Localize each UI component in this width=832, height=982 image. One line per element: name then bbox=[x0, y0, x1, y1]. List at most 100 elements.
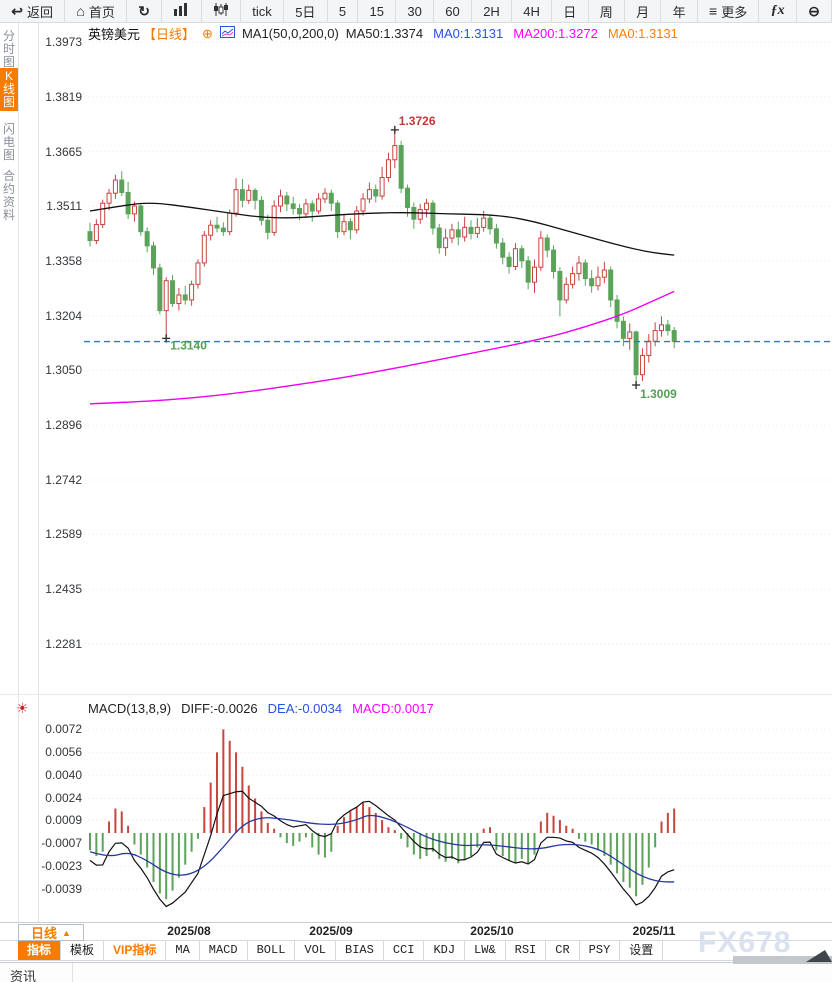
indicator-tab-bar: 指标 模板 VIP指标 MA MACD BOLL VOL BIAS CCI KDJ LW& RSI CR… bbox=[18, 941, 664, 960]
y-axis-tick: -0.0007 bbox=[41, 836, 82, 851]
tab-BOLL[interactable]: BOLL bbox=[248, 941, 296, 960]
y-axis-tick: 0.0072 bbox=[45, 722, 82, 737]
zoomout-icon: ⊖ bbox=[808, 3, 820, 19]
indicator-fx-button[interactable]: ƒx bbox=[759, 0, 797, 22]
macd-settings-icon[interactable]: ☀ bbox=[16, 700, 29, 716]
toolbar-label: 周 bbox=[599, 4, 613, 20]
y-axis-tick: 0.0024 bbox=[45, 791, 82, 806]
ma-value: MA200:1.3272 bbox=[513, 26, 598, 41]
period-4h-button[interactable]: 4H bbox=[512, 0, 553, 22]
sidebar-item-0[interactable]: 分时图 bbox=[2, 29, 15, 69]
mini-chart-icon bbox=[219, 26, 235, 41]
x-axis-label: 2025/10 bbox=[470, 924, 514, 938]
y-axis-tick: 1.2742 bbox=[45, 472, 82, 487]
refresh-button[interactable]: ↻ bbox=[127, 0, 163, 22]
svg-text:1.3726: 1.3726 bbox=[399, 114, 436, 128]
y-axis-tick: -0.0023 bbox=[41, 859, 82, 874]
macd-value: MACD(13,8,9) bbox=[88, 701, 172, 716]
sidebar-item-1[interactable]: K线图 bbox=[0, 68, 18, 111]
status-bar: 资讯 bbox=[0, 962, 832, 982]
tab-VOL[interactable]: VOL bbox=[295, 941, 337, 960]
period-selector[interactable]: 日线 ▲ bbox=[18, 924, 84, 941]
y-axis-tick: -0.0039 bbox=[41, 882, 82, 897]
macd-value: DIFF:-0.0026 bbox=[181, 701, 258, 716]
y-axis-tick: 0.0009 bbox=[45, 813, 82, 828]
news-tab[interactable]: 资讯 bbox=[10, 969, 37, 982]
toolbar-label: 5日 bbox=[295, 4, 316, 20]
y-axis-tick: 1.2281 bbox=[45, 637, 82, 651]
bar-chart-button[interactable] bbox=[162, 0, 202, 22]
x-axis-label: 2025/11 bbox=[632, 924, 676, 938]
period-selector-label: 日线 bbox=[31, 926, 58, 941]
period-30m-button[interactable]: 30 bbox=[396, 0, 435, 22]
resize-corner-icon[interactable] bbox=[804, 947, 832, 963]
sidebar-item-2[interactable]: 闪电图 bbox=[2, 122, 15, 162]
toolbar-label: 更多 bbox=[721, 4, 748, 20]
toolbar-label: tick bbox=[252, 3, 272, 19]
svg-text:1.3009: 1.3009 bbox=[640, 387, 677, 401]
period-year-button[interactable]: 年 bbox=[661, 0, 698, 22]
y-axis-tick: 1.3973 bbox=[45, 35, 82, 49]
tab-RSI[interactable]: RSI bbox=[506, 941, 547, 960]
period-2h-button[interactable]: 2H bbox=[472, 0, 513, 22]
tick-button[interactable]: tick bbox=[241, 0, 284, 22]
y-axis-tick: 1.2589 bbox=[45, 527, 82, 542]
candles-icon bbox=[213, 3, 229, 19]
tab-设置[interactable]: 设置 bbox=[620, 941, 664, 960]
period-week-button[interactable]: 周 bbox=[589, 0, 625, 22]
toolbar-label: 月 bbox=[636, 4, 650, 20]
tab-MA[interactable]: MA bbox=[166, 941, 200, 960]
period-60m-button[interactable]: 60 bbox=[434, 0, 472, 22]
y-axis-tick: 1.3050 bbox=[45, 363, 82, 378]
tab-BIAS[interactable]: BIAS bbox=[336, 941, 384, 960]
tab-指标[interactable]: 指标 bbox=[18, 941, 62, 960]
candle-chart-button[interactable] bbox=[202, 0, 242, 22]
period-label: 【日线】 bbox=[143, 27, 196, 42]
macd-header: MACD(13,8,9) DIFF:-0.0026 DEA:-0.0034 MACD:… bbox=[88, 701, 434, 716]
macd-value: DEA:-0.0034 bbox=[267, 701, 343, 716]
tab-LW&[interactable]: LW& bbox=[465, 941, 506, 960]
y-axis-tick: 1.3358 bbox=[45, 253, 82, 268]
zoom-out-button[interactable]: ⊖ bbox=[797, 0, 832, 22]
toolbar-label: 首页 bbox=[88, 4, 115, 20]
home-icon: ⌂ bbox=[76, 3, 85, 19]
toolbar-label: 60 bbox=[445, 3, 460, 19]
svg-text:1.3140: 1.3140 bbox=[170, 338, 207, 352]
tab-CR[interactable]: CR bbox=[546, 941, 580, 960]
period-15m-button[interactable]: 15 bbox=[358, 0, 397, 22]
x-axis-label: 2025/09 bbox=[309, 924, 353, 938]
ma-value: MA0:1.3131 bbox=[433, 26, 504, 41]
home-button[interactable]: ⌂ 首页 bbox=[65, 0, 128, 22]
menu-icon: ≡ bbox=[709, 3, 718, 19]
toolbar-label: 年 bbox=[672, 4, 686, 20]
more-button[interactable]: ≡ 更多 bbox=[698, 0, 760, 22]
tab-CCI[interactable]: CCI bbox=[384, 941, 425, 960]
toolbar-label: 30 bbox=[407, 3, 422, 19]
period-5m-button[interactable]: 5 bbox=[328, 0, 359, 22]
ma-values: MA50:1.3374 MA0:1.3131 MA200:1.3272 MA0:1.3… bbox=[346, 26, 678, 41]
period-day-button[interactable]: 日 bbox=[552, 0, 589, 22]
ma-config: MA1(50,0,200,0) bbox=[241, 26, 339, 41]
toolbar-label: 5 bbox=[338, 3, 347, 19]
tab-模板[interactable]: 模板 bbox=[61, 941, 105, 960]
period-5d-button[interactable]: 5日 bbox=[284, 0, 328, 22]
back-button[interactable]: ↩ 返回 bbox=[0, 0, 66, 22]
chart-header: 英镑美元 【日线】 ⊕ MA1(50,0,200,0) MA50:1.3374 M… bbox=[88, 24, 678, 43]
toolbar-label: 15 bbox=[369, 3, 384, 19]
sidebar-item-3[interactable]: 合约资料 bbox=[2, 169, 15, 222]
tab-VIP指标[interactable]: VIP指标 bbox=[104, 941, 167, 960]
tab-KDJ[interactable]: KDJ bbox=[424, 941, 466, 960]
add-indicator-icon[interactable]: ⊕ bbox=[202, 25, 213, 41]
tab-PSY[interactable]: PSY bbox=[580, 941, 621, 960]
macd-value: MACD:0.0017 bbox=[352, 701, 434, 716]
period-month-button[interactable]: 月 bbox=[625, 0, 662, 22]
symbol-name: 英镑美元 bbox=[88, 27, 141, 42]
chevron-up-icon: ▲ bbox=[62, 927, 71, 938]
top-toolbar: ↩ 返回 ⌂ 首页 ↻ tick 5日 5 15 30 60 2H 4H 日周月年 ≡ 更多 ƒx ⊖ bbox=[0, 0, 832, 23]
tab-MACD[interactable]: MACD bbox=[200, 941, 248, 960]
toolbar-label: 2H bbox=[483, 3, 500, 19]
horizontal-scrollbar[interactable] bbox=[733, 956, 832, 964]
y-axis-tick: 1.3819 bbox=[45, 89, 82, 104]
